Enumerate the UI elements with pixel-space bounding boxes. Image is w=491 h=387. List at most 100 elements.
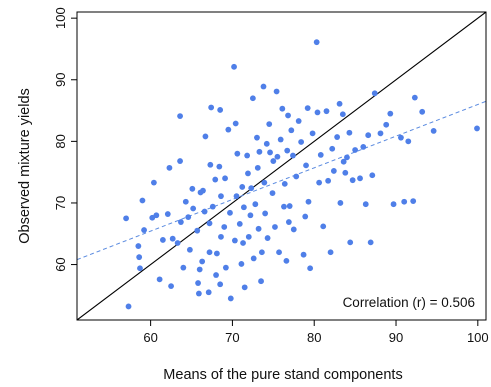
data-point: [212, 176, 219, 183]
data-point: [295, 118, 302, 124]
data-point: [218, 233, 224, 240]
data-point: [222, 175, 228, 182]
data-point: [186, 246, 193, 253]
data-point: [254, 164, 261, 171]
data-point: [357, 175, 363, 182]
data-point: [240, 204, 247, 211]
data-point: [250, 255, 257, 262]
data-point: [222, 264, 229, 271]
data-point: [401, 198, 408, 205]
data-point: [290, 152, 296, 159]
data-point: [430, 127, 437, 134]
data-point: [238, 261, 245, 267]
data-point: [218, 193, 224, 200]
data-point: [195, 280, 201, 286]
data-point: [207, 161, 214, 168]
data-point: [234, 150, 241, 157]
data-point: [123, 215, 129, 222]
data-point: [177, 158, 183, 164]
data-point: [200, 187, 206, 194]
data-point: [195, 290, 202, 297]
correlation-annotation: Correlation (r) = 0.506: [343, 295, 475, 310]
data-point: [227, 209, 233, 216]
data-point: [139, 197, 146, 204]
data-point: [371, 90, 378, 97]
data-point: [383, 121, 390, 128]
y-tick-label: 90: [53, 73, 68, 87]
data-point: [276, 249, 282, 256]
data-point: [216, 163, 223, 170]
data-point: [177, 219, 184, 225]
data-point: [302, 213, 309, 220]
data-point: [258, 249, 265, 256]
data-point: [286, 203, 293, 209]
data-point: [233, 193, 240, 200]
data-point: [208, 104, 215, 111]
data-point: [194, 227, 201, 234]
data-point: [279, 105, 286, 112]
x-axis-ticks: 60 70 80 90 100: [143, 320, 489, 345]
data-point: [261, 179, 268, 186]
data-point: [387, 110, 394, 117]
data-point: [377, 130, 384, 137]
data-point: [232, 120, 239, 127]
data-point: [284, 147, 291, 154]
data-point: [283, 257, 290, 264]
data-point: [255, 225, 262, 232]
data-point: [156, 276, 163, 283]
data-point: [313, 39, 320, 46]
data-point: [240, 240, 246, 246]
data-point: [285, 112, 291, 119]
data-point: [281, 203, 287, 210]
data-point: [365, 132, 372, 139]
data-point: [362, 201, 369, 208]
data-point: [221, 224, 228, 230]
data-point: [411, 94, 418, 101]
data-point: [225, 126, 232, 133]
data-point: [272, 224, 278, 230]
data-point: [217, 281, 224, 288]
data-point: [231, 63, 237, 70]
data-point: [217, 107, 224, 113]
data-point: [300, 251, 307, 258]
y-axis-title: Observed mixture yields: [17, 88, 33, 244]
data-point: [327, 249, 334, 256]
data-point: [153, 212, 160, 219]
data-point: [419, 108, 426, 115]
data-point: [166, 164, 173, 171]
data-point: [305, 198, 312, 205]
data-point: [274, 153, 281, 160]
data-point: [329, 145, 336, 152]
data-point: [249, 95, 256, 102]
data-point: [254, 134, 260, 141]
data-point: [330, 168, 337, 174]
data-point: [269, 190, 276, 197]
data-point: [405, 138, 412, 145]
data-point: [137, 265, 143, 272]
data-point: [298, 139, 305, 145]
data-point: [185, 214, 192, 221]
data-point: [474, 125, 480, 132]
data-point: [360, 144, 367, 150]
data-point: [285, 219, 292, 225]
data-point: [398, 134, 404, 141]
data-point: [205, 289, 212, 296]
data-point: [334, 134, 341, 140]
data-point: [264, 235, 271, 241]
x-tick-label: 60: [143, 330, 157, 345]
y-tick-label: 80: [53, 134, 68, 148]
data-point: [231, 237, 238, 244]
data-point: [290, 226, 297, 233]
data-point: [390, 201, 397, 208]
data-point: [281, 180, 288, 187]
data-point: [320, 223, 327, 230]
data-point: [227, 295, 234, 302]
x-axis-title: Means of the pure stand components: [163, 367, 402, 383]
data-point: [293, 173, 300, 180]
data-point: [277, 136, 284, 143]
data-point: [303, 162, 309, 169]
data-point: [304, 105, 311, 111]
data-point: [256, 148, 263, 155]
data-point: [325, 177, 332, 184]
